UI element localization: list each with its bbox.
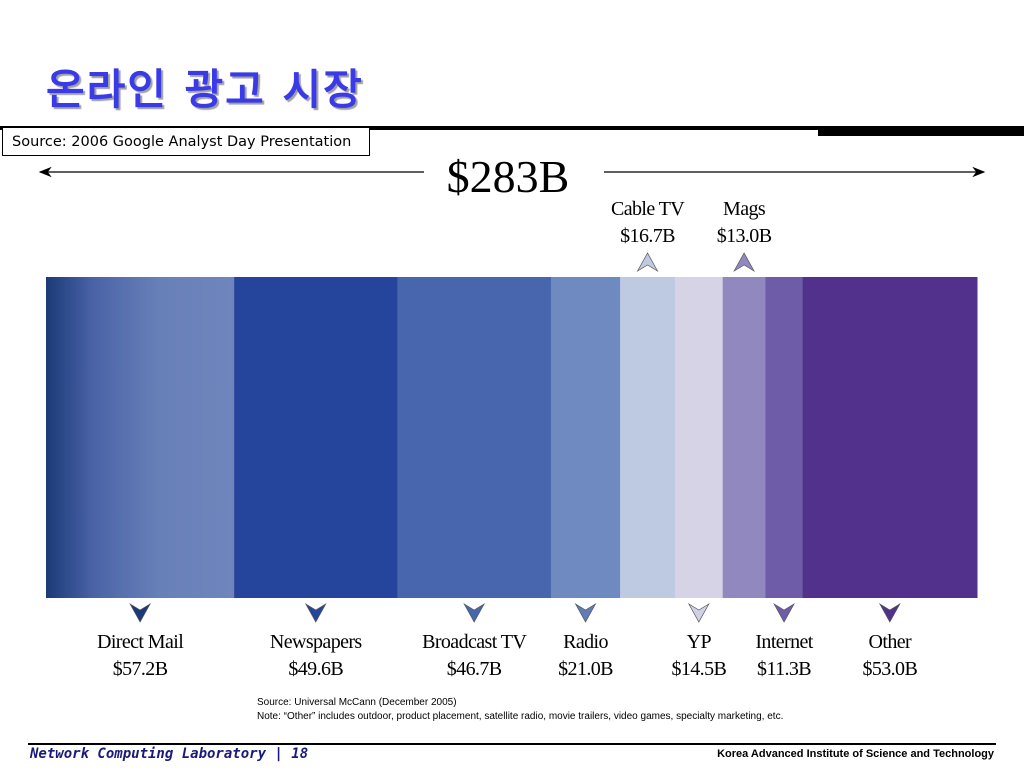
value-label-mags: $13.0B (717, 225, 772, 247)
value-label-broadcast-tv: $46.7B (447, 658, 502, 680)
bar-segment-internet (765, 277, 804, 598)
footer-institute: Korea Advanced Institute of Science and … (717, 748, 994, 760)
pointer-internet (773, 603, 795, 623)
value-label-internet: $11.3B (757, 658, 811, 680)
pointer-direct-mail (129, 603, 152, 623)
pointer-cable-tv (636, 252, 659, 272)
value-label-radio: $21.0B (558, 658, 613, 680)
source-box: Source: 2006 Google Analyst Day Presenta… (2, 127, 370, 156)
pointer-yp (687, 603, 710, 623)
bar-segment-broadcast-tv (397, 277, 552, 598)
slide-title: 온라인 광고 시장 (46, 65, 364, 114)
advertising-market-chart: $283B Direct Mail $57.2B Newspapers $49.6B B… (38, 151, 986, 680)
value-label-direct-mail: $57.2B (113, 658, 168, 680)
bar-segment-radio (550, 277, 621, 598)
bar-segment-other (802, 277, 978, 598)
category-label-internet: Internet (755, 631, 813, 653)
source-text: Source: 2006 Google Analyst Day Presenta… (12, 133, 352, 150)
category-label-other: Other (869, 631, 912, 653)
footer-lab-name: Network Computing Laboratory | 18 (30, 746, 309, 762)
pointer-other (878, 603, 901, 623)
value-label-yp: $14.5B (671, 658, 726, 680)
category-label-mags: Mags (723, 198, 766, 220)
pointer-radio (574, 603, 597, 623)
pointer-newspapers (304, 603, 327, 623)
category-label-direct-mail: Direct Mail (97, 631, 184, 653)
value-label-newspapers: $49.6B (288, 658, 343, 680)
total-label: $283B (447, 151, 570, 202)
category-label-radio: Radio (563, 631, 608, 653)
category-label-yp: YP (687, 631, 712, 653)
category-label-broadcast-tv: Broadcast TV (422, 631, 527, 653)
category-label-cable-tv: Cable TV (611, 198, 685, 220)
bar-segment-newspapers (234, 277, 398, 598)
pointer-broadcast-tv (463, 603, 486, 623)
footer-divider (28, 743, 996, 745)
title-divider-accent (818, 126, 1024, 136)
other-definition-note: Note: “Other” includes outdoor, product … (257, 711, 784, 722)
bar-segment-direct-mail (46, 277, 235, 598)
category-label-newspapers: Newspapers (270, 631, 363, 653)
title-divider (0, 126, 1024, 130)
value-label-other: $53.0B (862, 658, 917, 680)
value-label-cable-tv: $16.7B (620, 225, 675, 247)
bar-segment-yp (675, 277, 724, 598)
bar-segment-cable-tv (620, 277, 676, 598)
pointer-mags (733, 252, 756, 272)
data-source-note: Source: Universal McCann (December 2005) (257, 697, 457, 708)
bar-segment-mags (722, 277, 766, 598)
